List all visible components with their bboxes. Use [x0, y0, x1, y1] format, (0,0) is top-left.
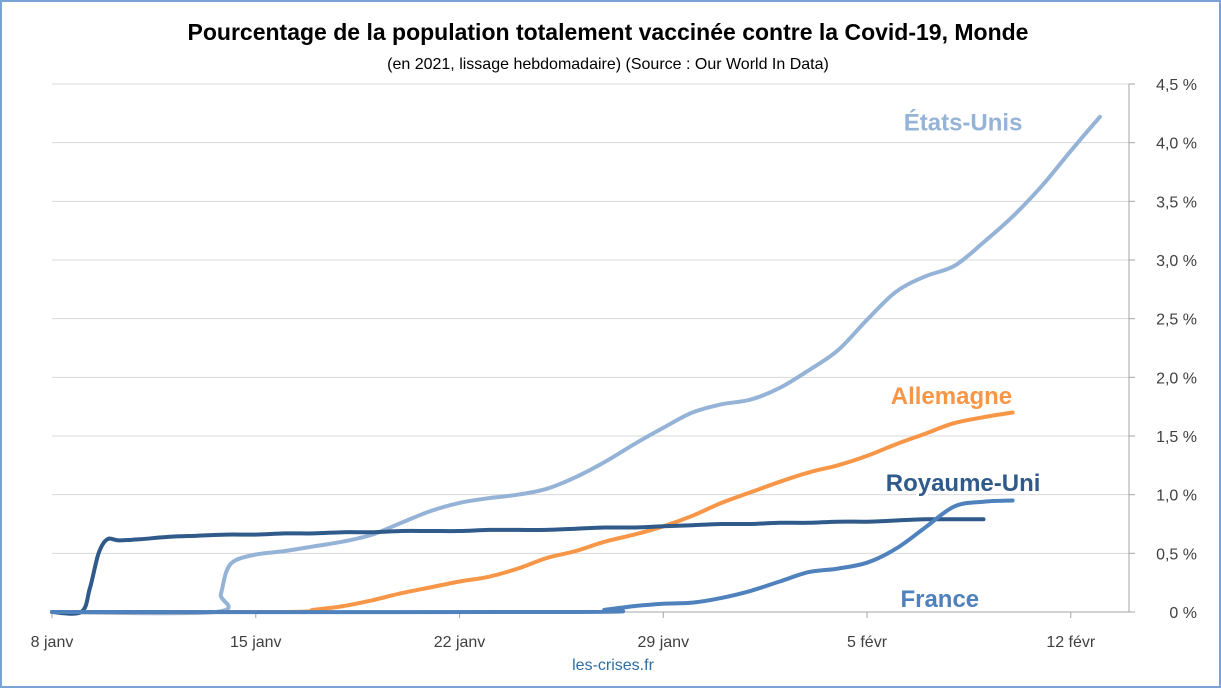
y-tick-label: 4,0 %: [1156, 136, 1197, 153]
source-note: les-crises.fr: [572, 657, 654, 674]
x-tick-label: 22 janv: [434, 634, 486, 651]
x-tick-label: 12 févr: [1046, 634, 1096, 651]
y-tick-label: 3,5 %: [1156, 194, 1197, 211]
y-tick-label: 2,0 %: [1156, 370, 1197, 387]
y-tick-label: 0,5 %: [1156, 546, 1197, 563]
series-label-allemagne: Allemagne: [891, 383, 1012, 410]
gridlines: [52, 83, 1129, 554]
series-label-royaume-uni: Royaume-Uni: [886, 470, 1041, 497]
y-tick-label: 2,5 %: [1156, 312, 1197, 329]
y-tick-label: 3,0 %: [1156, 253, 1197, 270]
series-lines: [50, 114, 1102, 616]
y-tick-label: 1,5 %: [1156, 429, 1197, 446]
series-line-etats-unis: [50, 114, 1102, 616]
chart-title: Pourcentage de la population totalement …: [188, 19, 1029, 45]
y-tick-label: 4,5 %: [1156, 77, 1197, 94]
y-tick-label: 0 %: [1169, 605, 1197, 622]
series-label-france: France: [900, 586, 979, 613]
x-tick-label: 15 janv: [230, 634, 282, 651]
series-line-france: [50, 498, 1015, 615]
chart-subtitle: (en 2021, lissage hebdomadaire) (Source …: [387, 56, 829, 73]
axes: [51, 83, 1135, 618]
series-line-allemagne: [50, 410, 1015, 615]
series-line-royaume-uni: [50, 517, 986, 616]
y-tick-label: 1,0 %: [1156, 488, 1197, 505]
x-tick-label: 29 janv: [637, 634, 689, 651]
series-labels: États-Unis Allemagne Royaume-Uni France: [883, 106, 1044, 616]
x-tick-label: 8 janv: [31, 634, 74, 651]
x-tick-label: 5 févr: [847, 634, 888, 651]
tick-labels: 0 % 0,5 % 1,0 % 1,5 % 2,0 % 2,5 % 3,0 % 3,5 % 4,…: [31, 77, 1197, 651]
series-label-etats-unis: États-Unis: [904, 109, 1023, 137]
